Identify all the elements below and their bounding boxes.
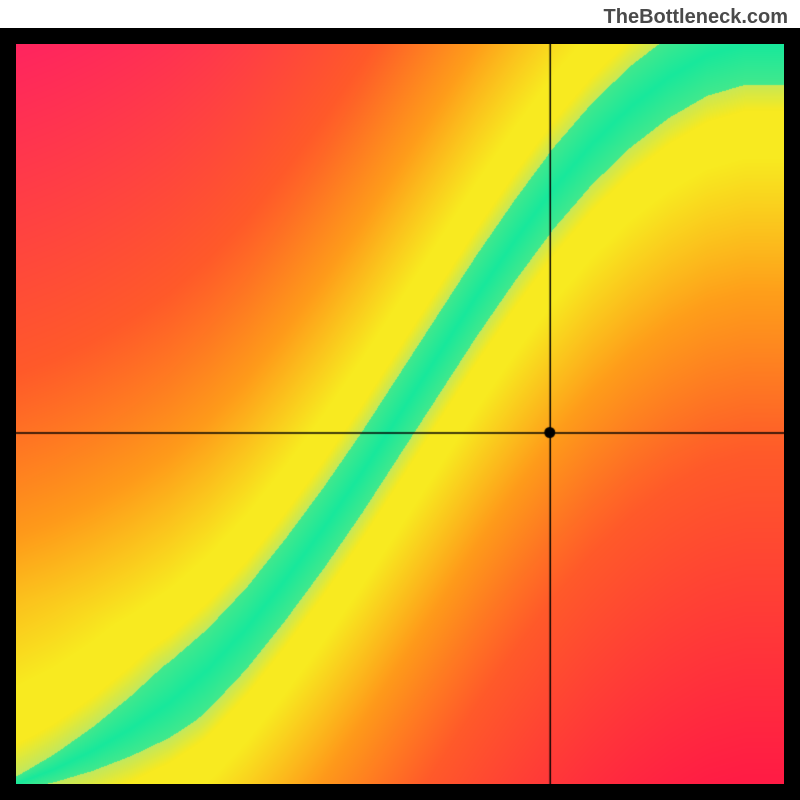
- chart-frame: [0, 28, 800, 800]
- attribution-text: TheBottleneck.com: [604, 6, 788, 29]
- plot-area: [16, 44, 784, 784]
- heatmap-canvas: [16, 44, 784, 784]
